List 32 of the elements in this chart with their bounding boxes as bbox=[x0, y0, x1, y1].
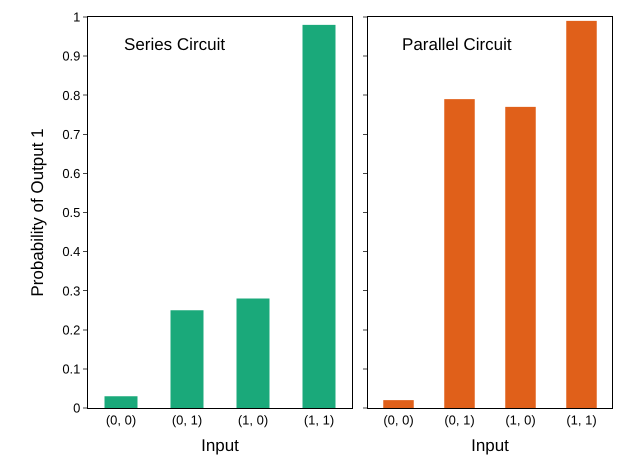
x-axis-title: Input bbox=[201, 436, 240, 455]
bar bbox=[505, 106, 536, 408]
y-tick-label: 0.8 bbox=[62, 88, 80, 103]
x-tick-label: (1, 1) bbox=[566, 412, 597, 428]
y-tick-label: 0.7 bbox=[62, 126, 80, 142]
y-tick-label: 0.1 bbox=[62, 361, 80, 376]
bar bbox=[104, 396, 138, 408]
y-tick-label: 0.4 bbox=[62, 244, 80, 260]
y-tick-label: 0.5 bbox=[62, 205, 80, 220]
y-tick-label: 1 bbox=[73, 10, 80, 25]
y-tick-label: 0.9 bbox=[62, 48, 80, 64]
bar bbox=[170, 310, 204, 408]
bar bbox=[302, 24, 336, 408]
x-tick-label: (0, 0) bbox=[383, 412, 414, 428]
y-tick-label: 0 bbox=[73, 400, 80, 416]
bar bbox=[444, 99, 475, 408]
x-tick-label: (0, 0) bbox=[106, 412, 136, 428]
bar bbox=[566, 20, 597, 408]
bar bbox=[383, 400, 414, 408]
text: Series Circuit bbox=[124, 35, 226, 54]
y-tick-label: 0.6 bbox=[62, 166, 80, 181]
x-tick-label: (1, 0) bbox=[505, 412, 536, 428]
x-tick-label: (0, 1) bbox=[172, 412, 202, 428]
y-tick-label: 0.2 bbox=[62, 322, 80, 338]
x-tick-label: (1, 0) bbox=[238, 412, 268, 428]
x-tick-label: (0, 1) bbox=[444, 412, 475, 428]
y-tick-label: 0.3 bbox=[62, 283, 80, 298]
text: Parallel Circuit bbox=[402, 35, 512, 54]
bar bbox=[236, 298, 270, 408]
y-axis-title: Probability of Output 1 bbox=[28, 128, 47, 297]
x-axis-title: Input bbox=[471, 436, 510, 455]
x-tick-label: (1, 1) bbox=[304, 412, 334, 428]
